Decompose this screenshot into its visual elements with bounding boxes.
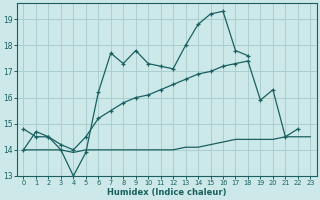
X-axis label: Humidex (Indice chaleur): Humidex (Indice chaleur) <box>107 188 227 197</box>
